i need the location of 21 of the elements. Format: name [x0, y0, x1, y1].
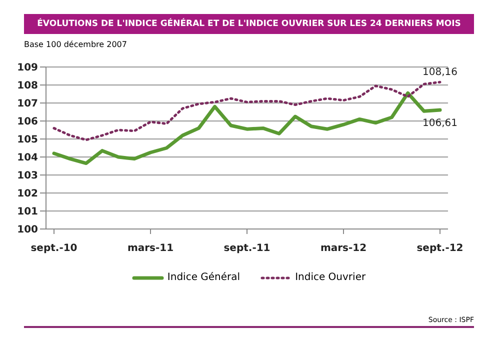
y-tick-label: 100	[17, 224, 38, 236]
y-tick-label: 101	[17, 206, 38, 218]
legend-label: Indice Ouvrier	[295, 272, 366, 283]
x-tick-label: mars-12	[320, 243, 367, 254]
x-tick-label: sept.-12	[416, 243, 464, 254]
y-tick-label: 105	[17, 134, 38, 146]
y-tick-label: 109	[17, 62, 38, 74]
y-tick-label: 103	[17, 170, 38, 182]
data-label: 106,61	[422, 118, 458, 130]
data-label: 108,16	[422, 67, 458, 78]
y-tick-label: 107	[17, 98, 38, 110]
y-tick-label: 102	[17, 188, 38, 200]
y-tick-label: 108	[17, 80, 38, 92]
y-tick-label: 104	[17, 152, 38, 164]
x-tick-label: sept.-10	[30, 243, 78, 254]
y-tick-label: 106	[17, 116, 38, 128]
x-tick-label: sept.-11	[224, 243, 270, 254]
chart-subtitle: Base 100 décembre 2007	[24, 40, 127, 49]
legend-label: Indice Général	[167, 272, 240, 283]
chart-title: ÉVOLUTIONS DE L'INDICE GÉNÉRAL ET DE L'INDICE OUVRIER SUR LES 24 DERNIERS MOIS	[24, 14, 474, 34]
x-tick-label: mars-11	[127, 243, 174, 254]
